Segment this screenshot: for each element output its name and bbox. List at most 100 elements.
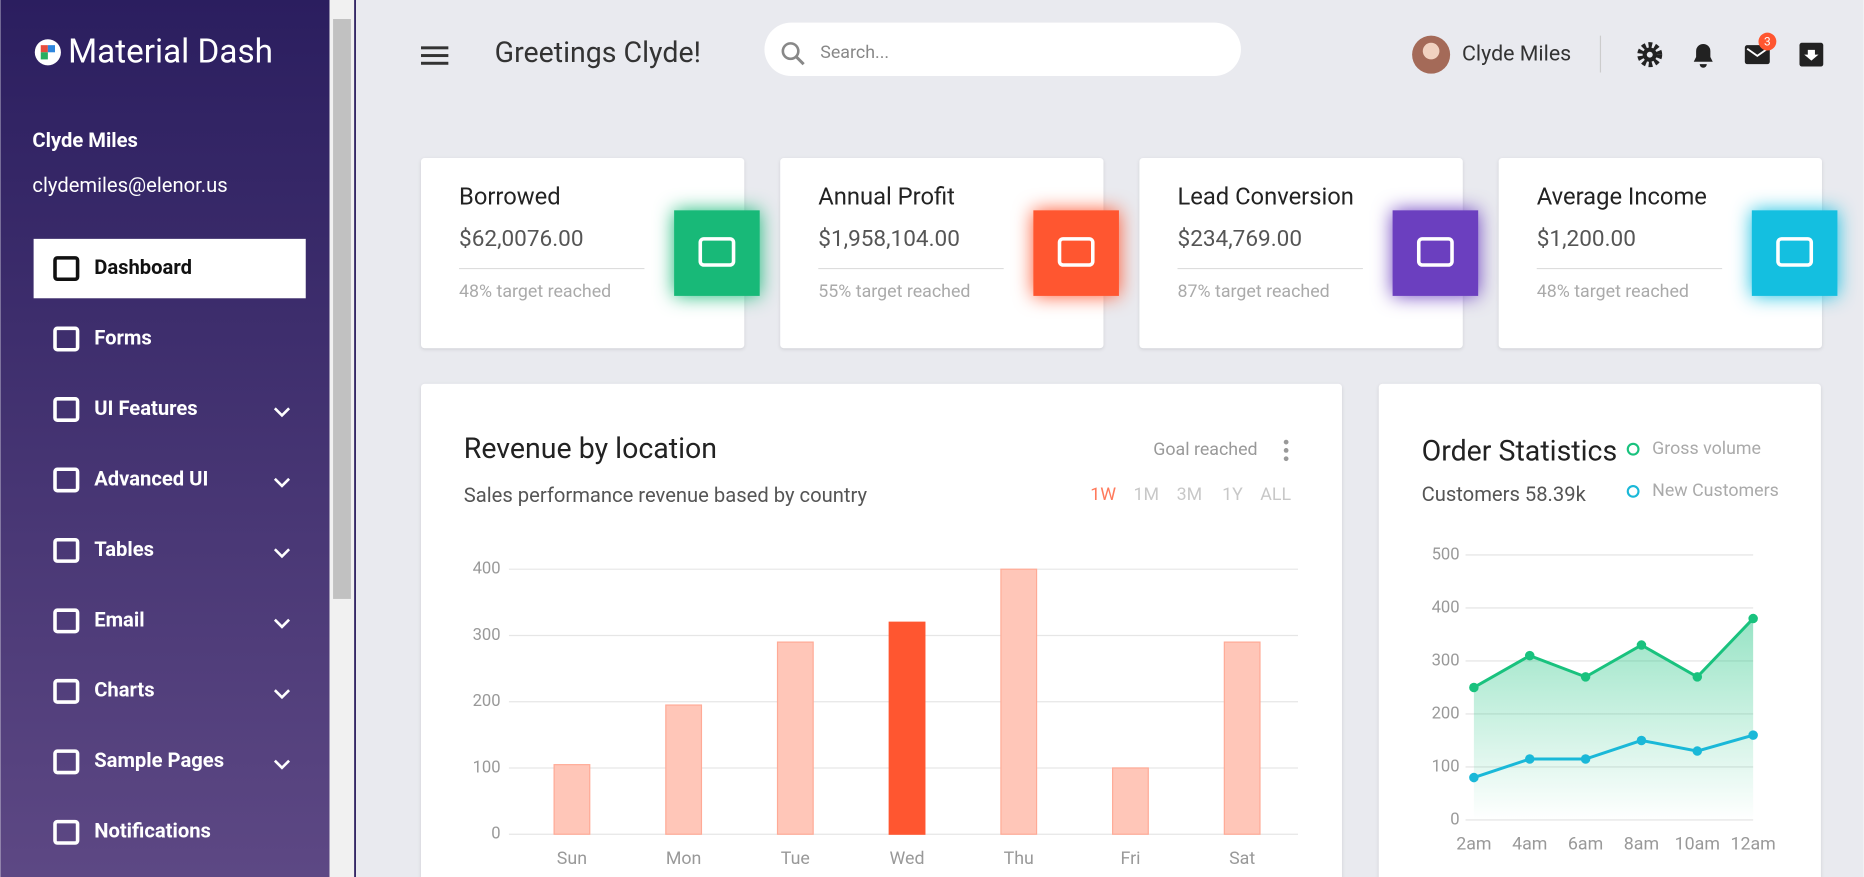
x-tick-label: Sun xyxy=(557,848,587,869)
x-tick-label: Mon xyxy=(666,848,702,869)
logo-part xyxy=(40,45,48,53)
revenue-panel xyxy=(421,383,1342,877)
chevron[interactable] xyxy=(273,759,291,770)
greeting: Greetings Clyde! xyxy=(495,36,701,69)
point xyxy=(1580,754,1591,764)
point xyxy=(1748,613,1758,624)
card-note: 48% target reached xyxy=(459,281,611,302)
nav-label[interactable]: Forms xyxy=(94,325,152,349)
y-tick-label: 500 xyxy=(1432,545,1460,564)
point xyxy=(1692,672,1703,682)
chevron[interactable] xyxy=(273,407,291,418)
chevron[interactable] xyxy=(273,477,291,488)
bar xyxy=(553,764,591,835)
nav-icon xyxy=(53,256,80,282)
settings-icon xyxy=(1646,51,1653,58)
notifications-icon[interactable] xyxy=(1693,43,1713,68)
logo-part xyxy=(40,52,48,60)
search-box[interactable] xyxy=(764,22,1241,77)
card-icon xyxy=(1392,210,1479,296)
point xyxy=(1692,746,1703,756)
card-title: Annual Profit xyxy=(818,183,955,211)
scroll-thumb[interactable] xyxy=(333,19,351,599)
nav-label[interactable]: Tables xyxy=(94,537,154,561)
range-button[interactable]: 1W xyxy=(1090,484,1116,505)
nav-label[interactable]: UI Features xyxy=(94,396,197,420)
card-note: 48% target reached xyxy=(1537,281,1689,302)
more-icon[interactable] xyxy=(1283,439,1289,445)
chevron[interactable] xyxy=(273,548,291,559)
nav-label[interactable]: Notifications xyxy=(94,819,211,843)
range-button[interactable]: 3M xyxy=(1177,484,1203,505)
chevron[interactable] xyxy=(273,618,291,629)
settings-icon[interactable] xyxy=(1637,42,1663,68)
bar xyxy=(888,621,926,835)
bar xyxy=(665,704,703,835)
bar xyxy=(1112,767,1149,835)
chart-subtitle: Customers 58.39k xyxy=(1422,482,1587,506)
range-button[interactable]: 1Y xyxy=(1222,484,1243,505)
nav-label[interactable]: Sample Pages xyxy=(94,748,224,772)
search-icon xyxy=(795,55,805,66)
chevron[interactable] xyxy=(273,689,291,700)
y-tick-label: 300 xyxy=(1432,651,1460,670)
nav-icon xyxy=(53,608,80,634)
y-tick-label: 100 xyxy=(1432,757,1460,776)
range-button[interactable]: ALL xyxy=(1260,484,1291,505)
x-tick-label: Tue xyxy=(781,848,810,869)
nav-icon xyxy=(53,326,80,352)
x-tick-label: 10am xyxy=(1675,834,1720,855)
menu-button[interactable] xyxy=(421,46,449,65)
chart-subtitle: Sales performance revenue based by count… xyxy=(464,483,868,507)
search-placeholder: Search... xyxy=(820,42,889,63)
y-tick-label: 0 xyxy=(491,825,500,844)
card-value: $1,958,104.00 xyxy=(818,225,960,252)
nav-icon xyxy=(53,467,80,493)
x-tick-label: Sat xyxy=(1229,848,1255,869)
legend-label: New Customers xyxy=(1652,480,1779,501)
user-name: Clyde Miles xyxy=(32,128,138,152)
goal-label: Goal reached xyxy=(1153,439,1257,460)
sidebar xyxy=(0,0,330,877)
nav: Dashboard Forms UI Features Advanced UI Tabl… xyxy=(33,238,306,845)
more-icon[interactable] xyxy=(1283,456,1289,462)
y-tick-label: 400 xyxy=(473,560,501,579)
stat-card xyxy=(421,158,745,349)
card-title: Lead Conversion xyxy=(1178,183,1354,211)
card-glyph xyxy=(1776,237,1814,267)
card-glyph xyxy=(1416,237,1454,267)
bar xyxy=(1000,568,1038,835)
mail-count: 3 xyxy=(1764,34,1771,48)
y-tick-label: 400 xyxy=(1432,598,1460,617)
stat-card xyxy=(780,158,1104,349)
point xyxy=(1636,735,1647,746)
header-user-name[interactable]: Clyde Miles xyxy=(1462,41,1571,66)
line xyxy=(1473,733,1754,779)
brand: Material Dash xyxy=(68,32,273,71)
point xyxy=(1469,772,1479,783)
card-glyph xyxy=(698,237,736,267)
menu-bar xyxy=(421,54,449,58)
mail-icon xyxy=(1746,47,1768,58)
nav-icon xyxy=(53,819,80,845)
user-email: clydemiles@elenor.us xyxy=(32,173,227,197)
point xyxy=(1748,730,1758,740)
x-tick-label: 6am xyxy=(1568,834,1603,855)
line xyxy=(1473,617,1755,689)
nav-label[interactable]: Dashboard xyxy=(94,255,192,279)
x-tick-label: Thu xyxy=(1004,848,1034,869)
stat-card xyxy=(1498,158,1822,349)
mail-icon[interactable] xyxy=(1744,45,1770,65)
range-button[interactable]: 1M xyxy=(1133,484,1159,505)
more-icon[interactable] xyxy=(1283,448,1289,453)
nav-label[interactable]: Email xyxy=(94,607,144,631)
card-glyph xyxy=(1057,237,1095,267)
nav-icon xyxy=(53,397,80,422)
card-icon xyxy=(1751,210,1838,296)
x-tick-label: 8am xyxy=(1624,834,1659,855)
card-note: 55% target reached xyxy=(818,281,970,302)
card-value: $62,0076.00 xyxy=(459,225,584,252)
nav-label[interactable]: Advanced UI xyxy=(94,466,208,490)
nav-label[interactable]: Charts xyxy=(94,678,154,702)
